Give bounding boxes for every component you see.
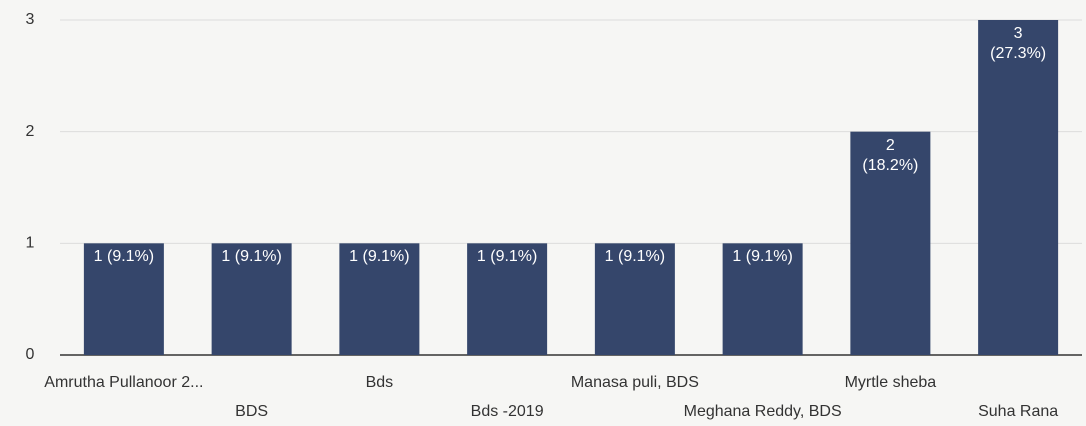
value-label: 1 (9.1%) [349, 248, 410, 266]
x-tick-label: Amrutha Pullanoor 2... [44, 374, 203, 391]
y-tick-label: 1 [26, 235, 35, 252]
value-label: 1 (9.1%) [732, 248, 793, 266]
x-tick-label: Suha Rana [978, 403, 1058, 420]
value-label: 1 (9.1%) [476, 248, 538, 266]
bar [594, 243, 675, 355]
bar [211, 243, 292, 355]
bar [467, 243, 548, 355]
bar [83, 243, 164, 355]
x-tick-label: Meghana Reddy, BDS [684, 403, 842, 420]
value-label: 3 (27.3%) [990, 25, 1047, 62]
x-tick-label: BDS [235, 403, 268, 420]
value-label: 2 (18.2%) [862, 136, 919, 174]
value-label: 1 (9.1%) [221, 248, 282, 266]
bar [978, 20, 1059, 355]
x-tick-label: Bds [366, 374, 394, 391]
y-tick-label: 0 [26, 346, 35, 363]
y-tick-label: 3 [26, 11, 35, 28]
y-tick-label: 2 [26, 123, 35, 140]
bar [850, 131, 931, 355]
x-tick-label: Myrtle sheba [845, 374, 937, 391]
x-tick-label: Bds -2019 [471, 403, 544, 420]
x-tick-label: Manasa puli, BDS [571, 374, 699, 391]
bar [722, 243, 803, 355]
bar [339, 243, 420, 355]
value-label: 1 (9.1%) [604, 248, 666, 266]
value-label: 1 (9.1%) [93, 248, 155, 266]
